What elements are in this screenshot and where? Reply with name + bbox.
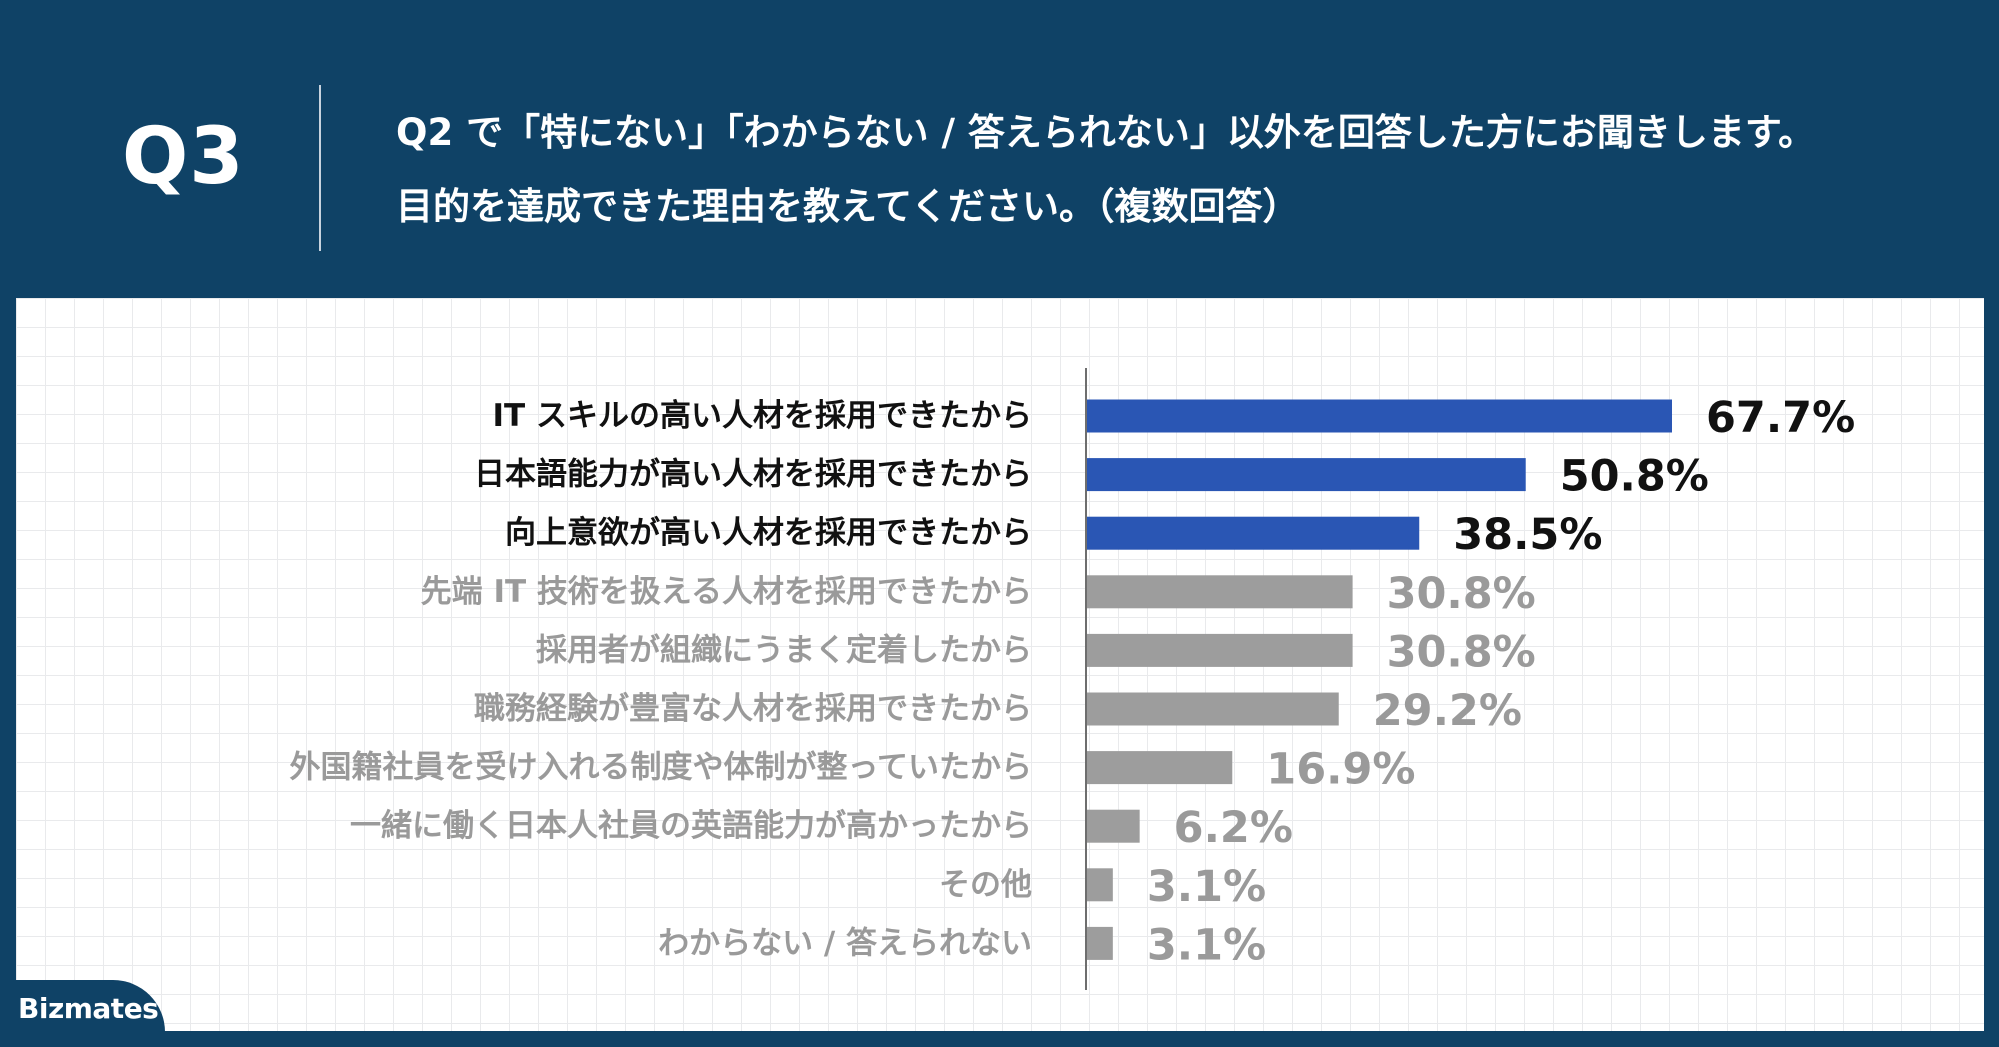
bar: [1086, 633, 1353, 667]
category-label: その他: [939, 867, 1032, 903]
bar: [1086, 809, 1140, 843]
value-label: 38.5%: [1453, 510, 1602, 560]
bizmates-logo: Bizmates: [18, 992, 159, 1025]
category-label: わからない / 答えられない: [658, 925, 1032, 961]
category-label: 採用者が組織にうまく定着したから: [536, 632, 1032, 668]
bar: [1086, 458, 1526, 492]
category-label: 職務経験が豊富な人材を採用できたから: [474, 691, 1032, 727]
value-label: 50.8%: [1560, 452, 1709, 502]
value-label: 30.8%: [1387, 627, 1536, 677]
value-labels: 67.7% 50.8% 38.5% 30.8% 30.8% 29.2% 16.9% 6.2% 3…: [1147, 393, 1855, 970]
bars: [1086, 399, 1672, 960]
value-label: 29.2%: [1373, 686, 1522, 736]
question-text: Q2 で「特にない」「わからない / 答えられない」以外を回答した方にお聞きしま…: [396, 96, 1986, 244]
category-label: 一緒に働く日本人社員の英語能力が高かったから: [350, 808, 1032, 844]
category-label: 外国籍社員を受け入れる制度や体制が整っていたから: [290, 750, 1032, 786]
value-label: 30.8%: [1387, 569, 1536, 619]
value-label: 3.1%: [1147, 920, 1266, 970]
category-label: IT スキルの高い人材を採用できたから: [493, 398, 1032, 434]
question-line-2: 目的を達成できた理由を教えてください。（複数回答）: [396, 185, 1300, 228]
bar: [1086, 516, 1420, 550]
category-label: 日本語能力が高い人材を採用できたから: [474, 457, 1032, 493]
category-labels: IT スキルの高い人材を採用できたから日本語能力が高い人材を採用できたから向上意…: [290, 398, 1032, 961]
question-line-1: Q2 で「特にない」「わからない / 答えられない」以外を回答した方にお聞きしま…: [396, 111, 1816, 154]
bar: [1086, 926, 1113, 960]
bottom-strip: [0, 1031, 1999, 1047]
bar: [1086, 399, 1672, 433]
header-divider: [319, 85, 321, 251]
bar: [1086, 868, 1113, 902]
category-label: 先端 IT 技術を扱える人材を採用できたから: [421, 574, 1032, 610]
bar: [1086, 575, 1353, 609]
bar: [1086, 692, 1339, 726]
chart-panel: [16, 298, 1984, 1031]
value-label: 16.9%: [1266, 745, 1415, 795]
bar: [1086, 751, 1233, 785]
value-label: 6.2%: [1174, 803, 1293, 853]
question-header: Q3 Q2 で「特にない」「わからない / 答えられない」以外を回答した方にお聞…: [0, 0, 1999, 298]
logo-tab: [0, 980, 165, 1032]
value-label: 67.7%: [1706, 393, 1855, 443]
value-label: 3.1%: [1147, 862, 1266, 912]
question-number: Q3: [122, 112, 245, 202]
category-label: 向上意欲が高い人材を採用できたから: [505, 515, 1032, 551]
